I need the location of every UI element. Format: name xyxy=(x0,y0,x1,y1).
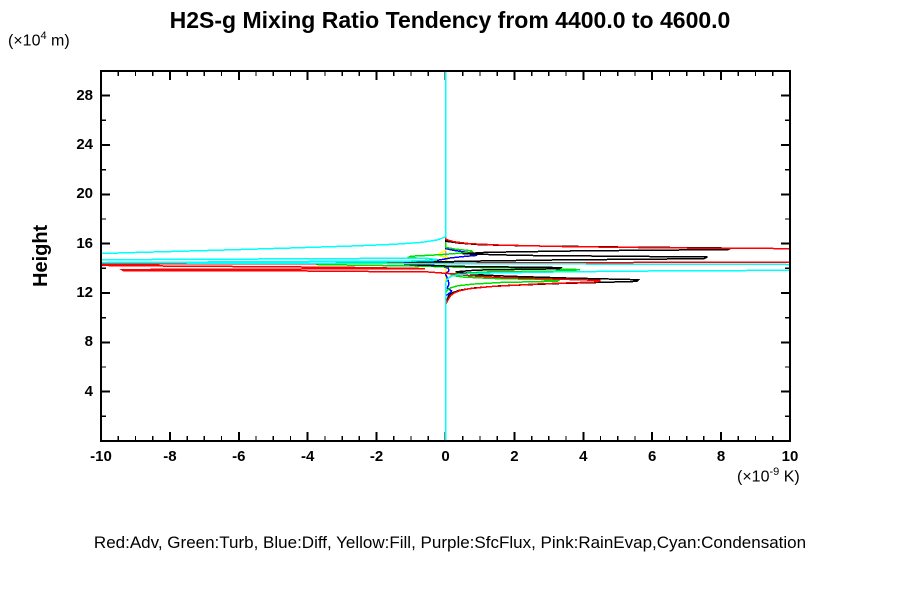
x-tick-label: -6 xyxy=(232,448,246,465)
y-tick-label: 4 xyxy=(84,382,93,400)
y-tick-label: 28 xyxy=(76,86,93,104)
y-axis-title: Height xyxy=(30,224,52,287)
x-tick-label: -4 xyxy=(301,448,315,465)
series-turb xyxy=(314,72,580,440)
x-unit-exponent: -9 xyxy=(769,466,780,478)
x-tick-label: 0 xyxy=(441,448,450,465)
y-tick-label: 16 xyxy=(76,234,93,252)
y-tick-label: 20 xyxy=(76,185,93,203)
x-tick-label: -8 xyxy=(163,448,177,465)
y-unit-post: m) xyxy=(46,32,70,50)
x-tick-label: -10 xyxy=(90,448,112,465)
y-tick-label: 12 xyxy=(76,284,93,301)
x-unit-pre: (×10 xyxy=(737,468,770,486)
x-axis-unit-label: (×10-9 K) xyxy=(737,466,800,486)
y-unit-pre: (×10 xyxy=(8,32,41,50)
x-unit-post: K) xyxy=(779,468,800,486)
series-fill xyxy=(437,72,452,440)
series-condensation xyxy=(102,72,789,440)
page-title: H2S-g Mixing Ratio Tendency from 4400.0 … xyxy=(169,7,731,33)
x-tick-label: -2 xyxy=(369,448,384,465)
y-tick-label: 8 xyxy=(84,333,93,351)
x-tick-label: 2 xyxy=(510,448,519,465)
y-tick-label: 24 xyxy=(76,136,93,153)
y-axis-unit-label: (×104 m) xyxy=(8,30,70,50)
legend-text: Red:Adv, Green:Turb, Blue:Diff, Yellow:F… xyxy=(93,533,807,552)
x-tick-label: 8 xyxy=(716,448,726,465)
y-unit-exponent: 4 xyxy=(40,30,47,42)
series-adv xyxy=(102,72,789,440)
x-tick-label: 10 xyxy=(781,448,799,465)
x-tick-label: 6 xyxy=(648,448,657,465)
x-tick-label: 4 xyxy=(579,448,588,465)
series-total xyxy=(398,72,732,440)
